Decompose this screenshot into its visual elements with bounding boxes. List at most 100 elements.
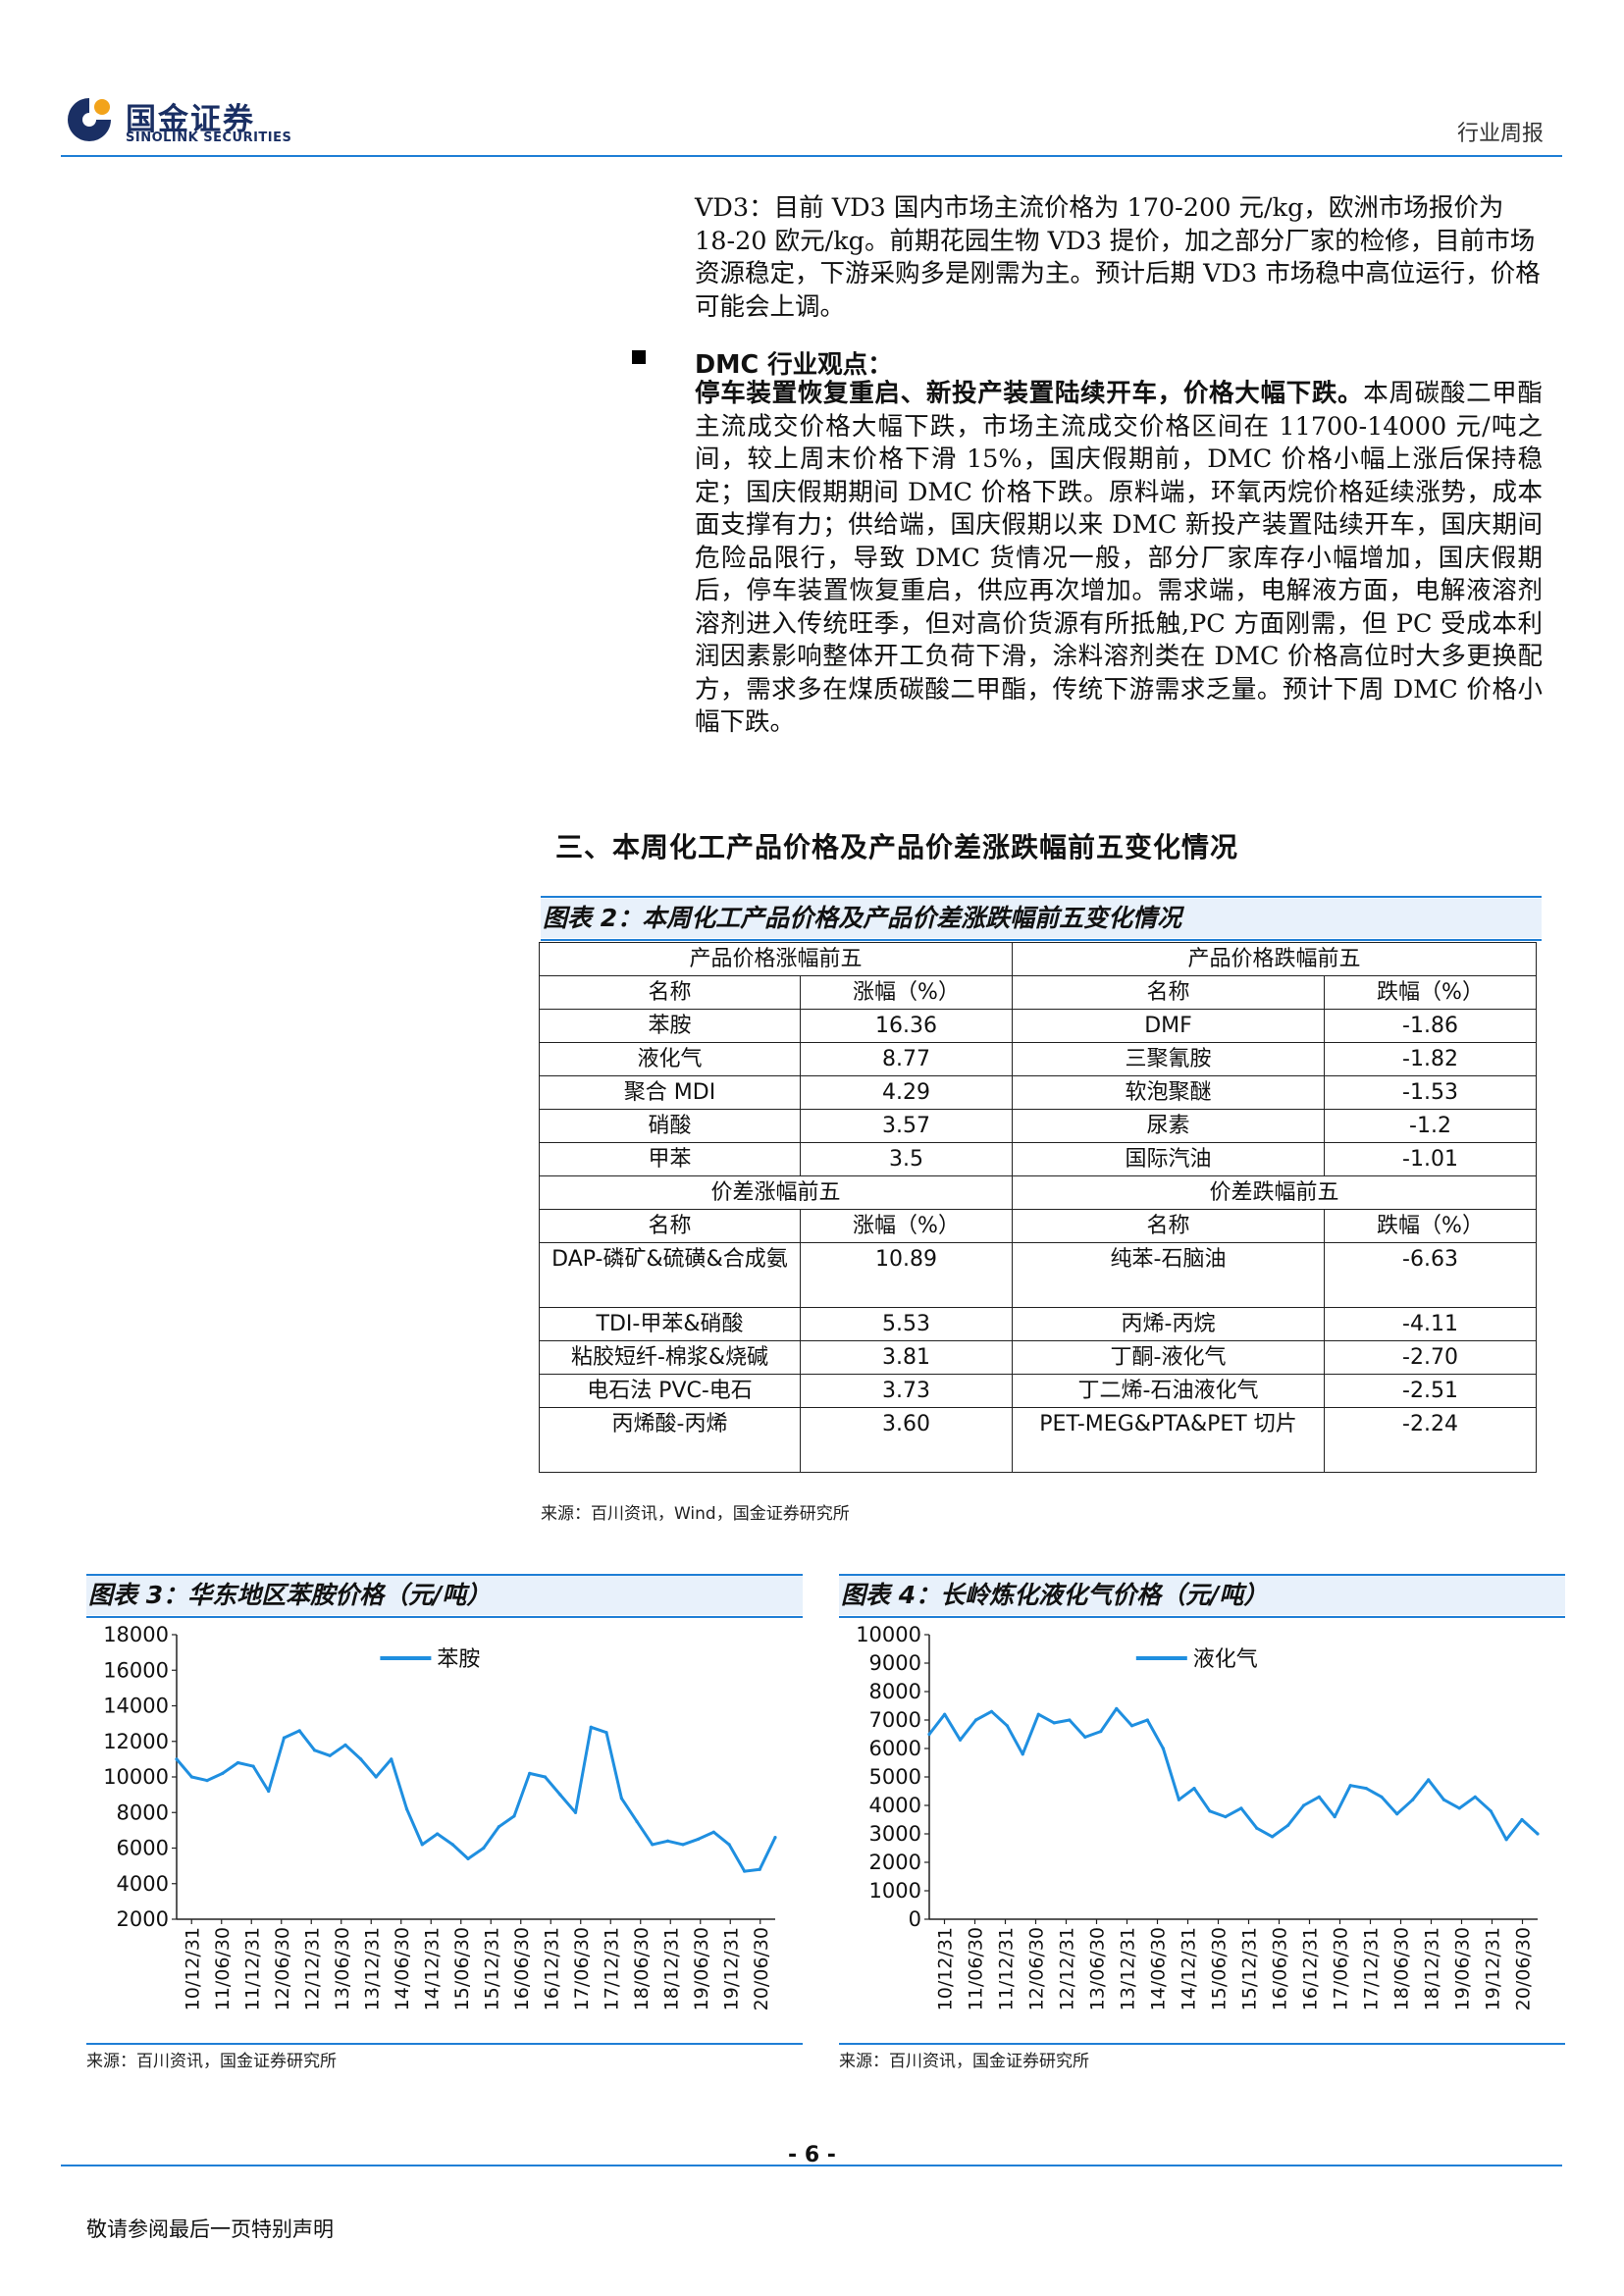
data-point xyxy=(390,1757,393,1761)
spread-down-header: 价差跌幅前五 xyxy=(1012,1175,1537,1210)
x-tick-label: 17/06/30 xyxy=(1331,1927,1352,2010)
x-tick-label: 15/06/30 xyxy=(1209,1927,1231,2010)
x-tick-label: 10/12/31 xyxy=(182,1927,203,2010)
data-point xyxy=(297,1729,301,1733)
cell-up-name: DAP-磷矿&硫磺&合成氨 xyxy=(539,1242,801,1308)
data-point xyxy=(1520,1817,1524,1822)
data-point xyxy=(1271,1835,1275,1839)
x-tick-label: 11/12/31 xyxy=(241,1927,263,2010)
disclaimer-note: 敬请参阅最后一页特别声明 xyxy=(86,2218,334,2241)
cell-down-val: -1.2 xyxy=(1324,1109,1537,1143)
cell-up-val: 5.53 xyxy=(800,1307,1013,1341)
cell-down-val: -1.86 xyxy=(1324,1009,1537,1043)
y-tick-label: 12000 xyxy=(103,1730,169,1753)
data-point xyxy=(1473,1795,1477,1799)
dmc-body-text: 本周碳酸二甲酯主流成交价格大幅下跌，市场主流成交价格区间在 11700-1400… xyxy=(695,379,1543,737)
dmc-heading: DMC 行业观点： xyxy=(695,350,893,380)
y-tick-label: 3000 xyxy=(869,1822,921,1846)
data-point xyxy=(573,1810,578,1814)
data-point xyxy=(589,1725,593,1729)
x-tick-label: 11/12/31 xyxy=(996,1927,1018,2010)
col-down: 跌幅（%） xyxy=(1324,1209,1537,1243)
x-tick-label: 16/12/31 xyxy=(541,1927,562,2010)
data-point xyxy=(420,1843,424,1847)
x-tick-label: 19/12/31 xyxy=(720,1927,742,2010)
y-tick-label: 10000 xyxy=(856,1623,921,1646)
col-name: 名称 xyxy=(539,1209,801,1243)
x-tick-label: 15/12/31 xyxy=(481,1927,502,2010)
logo-icon xyxy=(68,98,111,141)
table-row: 粘胶短纤-棉浆&烧碱 3.81 丁酮-液化气 -2.70 xyxy=(539,1340,1537,1375)
col-name: 名称 xyxy=(1012,1209,1325,1243)
data-point xyxy=(696,1837,701,1842)
data-point xyxy=(1005,1724,1009,1728)
x-tick-label: 12/12/31 xyxy=(1057,1927,1078,2010)
spread-up-header: 价差涨幅前五 xyxy=(539,1175,1013,1210)
report-type: 行业周报 xyxy=(1456,122,1544,146)
data-point xyxy=(482,1846,486,1851)
data-point xyxy=(343,1743,347,1747)
page-number: - 6 - xyxy=(788,2143,836,2167)
col-down: 跌幅（%） xyxy=(1324,975,1537,1010)
cell-up-name: 甲苯 xyxy=(539,1142,801,1176)
lpg-price-chart: 0 1000 2000 3000 4000 5000 6000 7000 8000 9000 100… xyxy=(856,1623,1540,2010)
data-point xyxy=(466,1856,470,1860)
table-row: 液化气 8.77 三聚氰胺 -1.82 xyxy=(539,1042,1537,1076)
data-point xyxy=(189,1775,194,1779)
data-point xyxy=(743,1869,747,1873)
data-point xyxy=(665,1839,670,1843)
cell-down-name: DMF xyxy=(1012,1009,1325,1043)
data-point xyxy=(758,1867,761,1871)
data-point xyxy=(773,1836,777,1840)
x-tick-label: 16/06/30 xyxy=(1270,1927,1291,2010)
data-point xyxy=(973,1718,978,1722)
dmc-paragraph: 停车装置恢复重启、新投产装置陆续开车，价格大幅下跌。本周碳酸二甲酯主流成交价格大… xyxy=(695,378,1543,740)
fig3-title-rule xyxy=(86,1616,803,1618)
cell-up-val: 3.5 xyxy=(800,1142,1013,1176)
table-group-header-row: 价差涨幅前五 价差跌幅前五 xyxy=(539,1175,1537,1210)
cell-down-name: 软泡聚醚 xyxy=(1012,1075,1325,1110)
x-tick-label: 14/06/30 xyxy=(1148,1927,1170,2010)
y-tick-label: 16000 xyxy=(103,1658,169,1682)
x-tick-label: 14/12/31 xyxy=(421,1927,443,2010)
data-point xyxy=(1099,1730,1103,1734)
x-tick-label: 17/12/31 xyxy=(1361,1927,1383,2010)
y-tick-label: 7000 xyxy=(869,1708,921,1732)
x-tick-label: 18/06/30 xyxy=(1391,1927,1413,2010)
data-point xyxy=(1161,1747,1165,1750)
cell-up-val: 3.60 xyxy=(800,1407,1013,1473)
data-point xyxy=(313,1748,317,1752)
data-point xyxy=(1348,1784,1352,1788)
x-tick-label: 16/06/30 xyxy=(511,1927,533,2010)
data-point xyxy=(328,1753,332,1757)
price-down-header: 产品价格跌幅前五 xyxy=(1012,942,1537,976)
cell-down-val: -2.70 xyxy=(1324,1340,1537,1375)
data-point xyxy=(359,1757,363,1761)
table-row: 苯胺 16.36 DMF -1.86 xyxy=(539,1009,1537,1043)
data-point xyxy=(1489,1809,1493,1813)
data-point xyxy=(989,1709,994,1713)
cell-up-val: 8.77 xyxy=(800,1042,1013,1076)
data-point xyxy=(175,1757,179,1761)
fig4-title-rule xyxy=(839,1616,1565,1618)
fig4-top-rule xyxy=(839,1574,1565,1576)
cell-down-name: 尿素 xyxy=(1012,1109,1325,1143)
table-row: 电石法 PVC-电石 3.73 丁二烯-石油液化气 -2.51 xyxy=(539,1374,1537,1408)
x-tick-label: 13/12/31 xyxy=(1118,1927,1139,2010)
data-point xyxy=(1255,1826,1259,1830)
cell-down-val: -2.51 xyxy=(1324,1374,1537,1408)
table-column-header-row: 名称 涨幅（%） 名称 跌幅（%） xyxy=(539,975,1537,1010)
data-point xyxy=(1380,1795,1384,1799)
y-tick-label: 18000 xyxy=(103,1623,169,1646)
x-tick-label: 20/06/30 xyxy=(751,1927,772,2010)
data-point xyxy=(1364,1787,1368,1791)
cell-down-name: 丙烯-丙烷 xyxy=(1012,1307,1325,1341)
cell-up-val: 3.73 xyxy=(800,1374,1013,1408)
data-point xyxy=(1333,1815,1336,1819)
cell-up-val: 3.81 xyxy=(800,1340,1013,1375)
data-point xyxy=(1302,1803,1306,1807)
data-point xyxy=(436,1832,440,1836)
cell-down-val: -4.11 xyxy=(1324,1307,1537,1341)
legend-label: 苯胺 xyxy=(437,1647,480,1672)
y-tick-label: 9000 xyxy=(869,1651,921,1675)
